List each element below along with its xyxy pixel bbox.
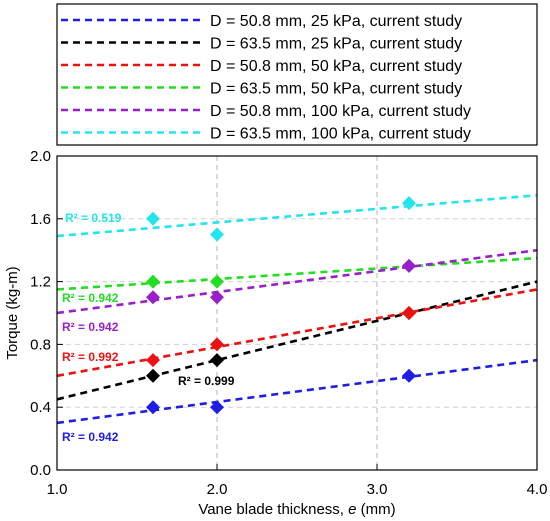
x-axis-label-prefix: Vane blade thickness, [198,501,348,518]
r2-label-series-2: R² = 0.999 [178,374,235,388]
r2-label-series-3: R² = 0.992 [62,350,119,364]
legend-label-series-4: D = 63.5 mm, 50 kPa, current study [210,81,462,98]
data-point-series-6 [402,196,416,211]
data-point-series-1 [146,400,160,415]
x-tick-label: 2.0 [207,481,228,498]
plot-frame [56,155,538,471]
fit-line-series-2 [56,280,538,401]
x-tick-label: 3.0 [367,481,388,498]
data-point-series-6 [146,211,160,226]
plot-area: R² = 0.942 R² = 0.999 R² = 0.992 R² = 0.942… [30,148,547,498]
data-point-series-6 [210,227,224,242]
legend-box [56,3,538,146]
x-axis-label-symbol: e [348,501,356,518]
fit-line-series-3 [56,288,538,378]
data-point-series-1 [402,368,416,383]
r2-label-series-4: R² = 0.942 [62,291,119,305]
legend-label-series-5: D = 50.8 mm, 100 kPa, current study [210,103,471,120]
r2-label-series-6: R² = 0.519 [65,211,122,225]
data-point-series-4 [210,274,224,289]
data-point-series-5 [402,258,416,273]
y-tick-label: 0.4 [30,399,51,416]
y-tick-label: 0.0 [30,462,51,479]
y-axis-label: Torque (kg-m) [4,266,21,359]
x-axis-label: Vane blade thickness, e (mm) [198,501,395,518]
fit-line-series-4 [56,256,538,291]
x-tick-label: 4.0 [527,481,548,498]
legend-label-series-6: D = 63.5 mm, 100 kPa, current study [210,126,471,143]
data-point-series-4 [146,274,160,289]
data-point-series-5 [210,290,224,305]
y-tick-label: 1.2 [30,274,51,291]
r2-label-series-5: R² = 0.942 [62,320,119,334]
legend: D = 50.8 mm, 25 kPa, current study D = 63… [56,3,538,146]
legend-label-series-1: D = 50.8 mm, 25 kPa, current study [210,13,462,30]
y-tick-label: 1.6 [30,211,51,228]
data-point-series-3 [146,353,160,368]
data-point-series-2 [146,368,160,383]
fit-line-series-5 [56,248,538,315]
x-axis-label-suffix: (mm) [357,501,396,518]
y-tick-label: 0.8 [30,336,51,353]
legend-label-series-2: D = 63.5 mm, 25 kPa, current study [210,36,462,53]
data-point-series-3 [402,306,416,320]
x-tick-label: 1.0 [47,481,68,498]
data-point-series-1 [210,400,224,415]
r2-label-series-1: R² = 0.942 [62,430,119,444]
data-point-series-3 [210,337,224,352]
fit-line-series-1 [56,358,538,425]
fit-line-series-6 [56,193,538,238]
data-point-series-2 [210,353,224,368]
data-point-series-5 [146,290,160,305]
legend-label-series-3: D = 50.8 mm, 50 kPa, current study [210,58,462,75]
y-tick-label: 2.0 [30,148,51,165]
